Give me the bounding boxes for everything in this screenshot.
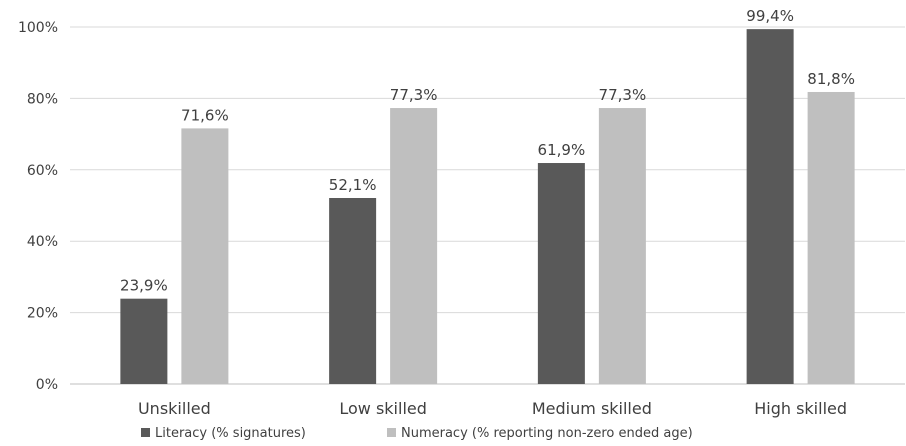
- legend-label: Literacy (% signatures): [155, 426, 306, 441]
- legend-label: Numeracy (% reporting non-zero ended age…: [401, 426, 693, 441]
- category-label: Unskilled: [138, 399, 211, 418]
- data-label: 71,6%: [181, 106, 229, 124]
- data-label: 23,9%: [120, 277, 168, 295]
- y-tick-label: 0%: [36, 377, 58, 393]
- category-label: Low skilled: [339, 399, 427, 418]
- legend-swatch: [387, 428, 396, 437]
- bar-literacy: [537, 163, 585, 384]
- bar-numeracy: [181, 128, 229, 384]
- bar-literacy: [120, 298, 168, 384]
- category-label: Medium skilled: [532, 399, 652, 418]
- bar-numeracy: [807, 91, 855, 384]
- y-tick-label: 100%: [18, 20, 58, 36]
- bar-numeracy: [390, 108, 438, 384]
- legend: Literacy (% signatures) Numeracy (% repor…: [141, 426, 693, 441]
- data-label: 77,3%: [599, 86, 647, 104]
- legend-swatch: [141, 428, 150, 437]
- data-label: 99,4%: [746, 7, 794, 25]
- data-label: 81,8%: [807, 70, 855, 88]
- data-label: 52,1%: [329, 176, 377, 194]
- y-axis-tick-labels: 0% 20% 40% 60% 80% 100%: [18, 20, 58, 393]
- bar-numeracy: [598, 108, 646, 384]
- x-axis-category-labels: Unskilled Low skilled Medium skilled High s…: [138, 399, 847, 418]
- bars: [120, 29, 855, 385]
- data-label: 61,9%: [538, 141, 586, 159]
- y-tick-label: 80%: [27, 91, 58, 107]
- data-labels: 23,9% 71,6% 52,1% 77,3% 61,9% 77,3% 99,4% 81,8%: [120, 7, 855, 295]
- y-tick-label: 40%: [27, 234, 58, 250]
- category-label: High skilled: [754, 399, 847, 418]
- data-label: 77,3%: [390, 86, 438, 104]
- y-tick-label: 60%: [27, 163, 58, 179]
- bar-literacy: [329, 198, 377, 384]
- bar-literacy: [746, 29, 794, 385]
- y-tick-label: 20%: [27, 306, 58, 322]
